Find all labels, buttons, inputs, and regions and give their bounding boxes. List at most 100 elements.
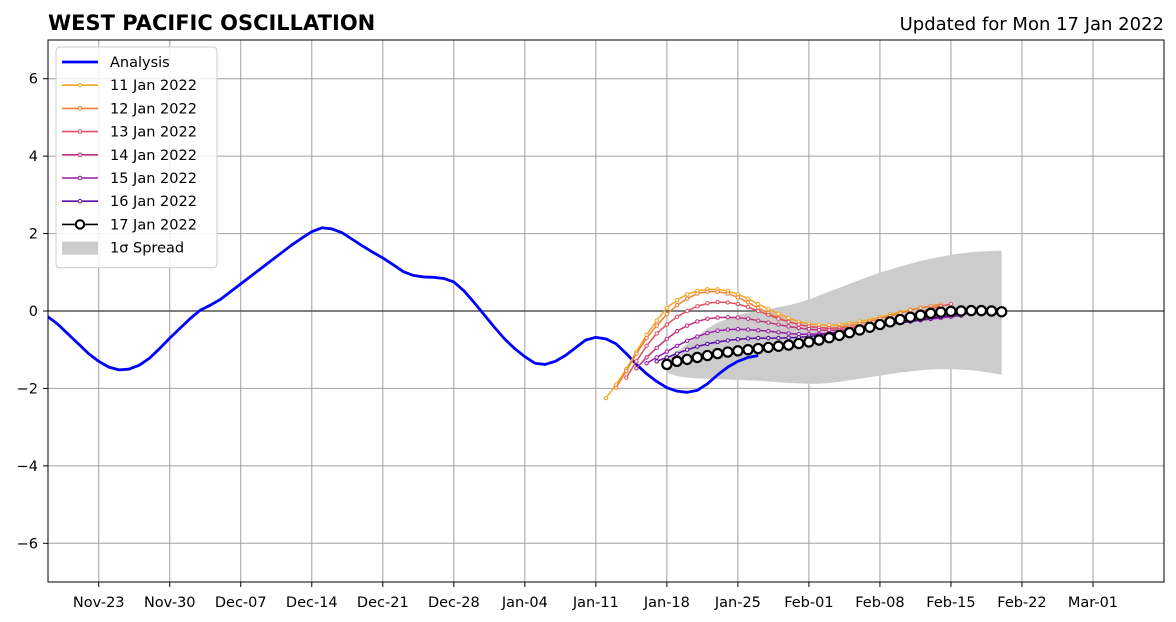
analysis-series [47, 226, 759, 394]
forecast-point [782, 339, 795, 351]
forecast-point [664, 305, 670, 311]
forecast-point [874, 318, 886, 331]
legend-label: 16 Jan 2022 [110, 194, 197, 210]
forecast-point [752, 342, 764, 355]
y-tick-label: −4 [17, 459, 38, 475]
legend-marker [77, 152, 83, 158]
forecast-point [762, 341, 775, 354]
forecast-point [684, 308, 690, 314]
forecast-point [735, 301, 741, 307]
legend-label: 11 Jan 2022 [110, 78, 197, 94]
legend-label: 14 Jan 2022 [110, 148, 197, 164]
forecast-point [644, 361, 649, 366]
forecast-line [605, 288, 941, 399]
legend-entry: 13 Jan 2022 [62, 125, 197, 141]
x-tick-label: Feb-01 [784, 595, 833, 611]
forecast-point [816, 327, 822, 333]
legend-marker [77, 198, 83, 204]
forecast-point [715, 339, 720, 345]
legend-label: Analysis [110, 55, 170, 71]
legend-marker [77, 82, 83, 88]
forecast-point [755, 328, 761, 333]
forecast-point [755, 301, 761, 307]
forecast-point [853, 324, 866, 336]
forecast-point [725, 338, 730, 343]
forecast-point [985, 305, 998, 317]
forecast-point [715, 328, 720, 333]
forecast-point [796, 325, 801, 331]
forecast-point [735, 295, 741, 300]
legend-label: 1σ Spread [110, 241, 184, 257]
forecast-point [742, 344, 754, 356]
y-axis: −6 −4 −2 0 2 4 6 [17, 72, 48, 552]
forecast-point [674, 297, 680, 303]
forecast-point [955, 305, 967, 317]
legend-entry: 15 Jan 2022 [62, 171, 197, 187]
x-tick-label: Nov-30 [144, 595, 196, 611]
y-tick-label: −6 [17, 536, 38, 552]
forecast-series-6 [661, 304, 1008, 371]
forecast-point [786, 335, 791, 340]
x-tick-label: Feb-15 [926, 595, 975, 611]
forecast-point [715, 315, 720, 320]
legend-label: 12 Jan 2022 [110, 101, 197, 117]
forecast-point [654, 318, 659, 323]
forecast-point [695, 319, 700, 324]
forecast-point [813, 334, 825, 346]
forecast-point [755, 335, 761, 341]
forecast-point [793, 337, 805, 350]
forecast-point [745, 296, 751, 301]
forecast-point [664, 336, 670, 342]
y-tick-label: 4 [29, 149, 38, 165]
forecast-point [603, 395, 609, 401]
y-tick-label: 0 [29, 304, 38, 320]
forecast-point [904, 311, 917, 323]
forecast-point [803, 336, 815, 348]
forecast-point [766, 306, 771, 312]
legend-entry: 11 Jan 2022 [62, 78, 197, 94]
forecast-point [705, 301, 710, 306]
forecast-point [908, 308, 913, 313]
legend-box [55, 46, 218, 269]
forecast-point [644, 335, 649, 341]
forecast-point [735, 326, 741, 332]
legend-entry: 17 Jan 2022 [62, 217, 197, 233]
x-axis: Nov-23 Nov-30 Dec-07 Dec-14 Dec-21 Dec-28 Jan-… [73, 582, 1118, 611]
forecast-point [843, 326, 856, 339]
legend-label: 17 Jan 2022 [110, 217, 197, 233]
forecast-point [664, 322, 670, 327]
forecast-point [766, 312, 771, 318]
forecast-point [772, 340, 785, 352]
legend-marker [77, 129, 83, 134]
forecast-point [634, 366, 639, 371]
forecast-point [681, 353, 693, 366]
forecast-point [674, 302, 680, 308]
forecast-point [705, 316, 710, 321]
forecast-point [776, 322, 781, 327]
forecast-point [695, 291, 700, 296]
chart-subtitle: Updated for Mon 17 Jan 2022 [900, 14, 1164, 35]
forecast-point [613, 385, 619, 390]
forecast-point [755, 318, 761, 323]
legend-swatch [62, 241, 98, 255]
legend-label: 15 Jan 2022 [110, 171, 197, 187]
forecast-point [624, 368, 629, 374]
y-tick-label: −2 [17, 381, 38, 397]
forecast-point [864, 321, 876, 333]
legend-entry: Analysis [62, 55, 170, 71]
y-tick-label: 2 [29, 227, 38, 243]
forecast-point [924, 307, 937, 320]
forecast-point [776, 335, 781, 341]
forecast-point [711, 347, 724, 360]
x-tick-label: Jan-25 [714, 595, 761, 611]
forecast-point [722, 346, 734, 358]
forecast-point [691, 351, 704, 364]
forecast-point [671, 355, 683, 368]
legend-entry: 14 Jan 2022 [62, 148, 197, 164]
x-tick-label: Jan-04 [501, 595, 548, 611]
forecast-point [745, 304, 751, 310]
forecast-point [894, 313, 906, 326]
forecast-point [823, 332, 835, 344]
forecast-point [776, 316, 781, 321]
